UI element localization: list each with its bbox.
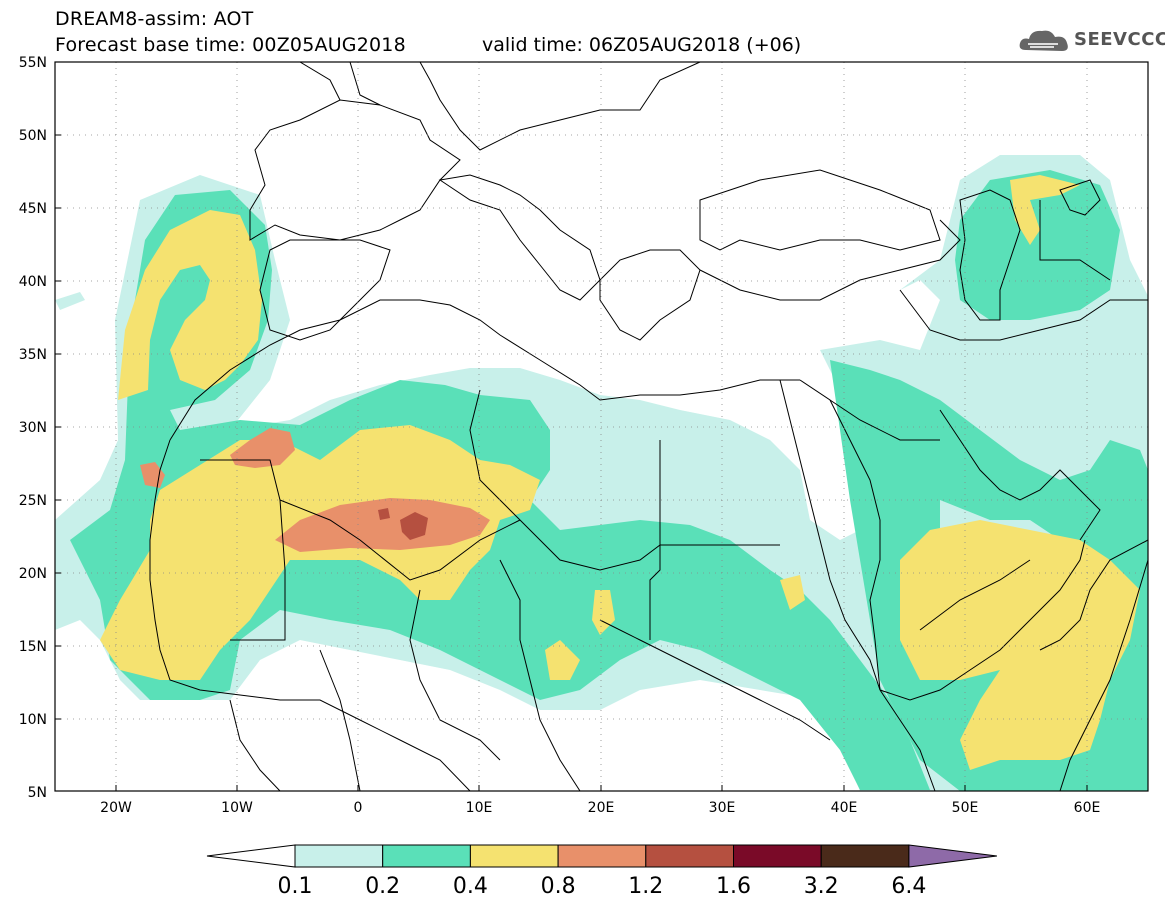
lat-labels: 55N 50N 45N 40N 35N 30N 25N 20N 15N 10N … [19, 55, 47, 801]
colorbar-segment [469, 844, 559, 868]
lon-label: 60E [1074, 800, 1101, 816]
aot-field [55, 155, 1148, 791]
valid-time: valid time: 06Z05AUG2018 (+06) [482, 34, 802, 56]
colorbar-label: 3.2 [804, 874, 839, 899]
tick-marks [55, 134, 1088, 791]
lon-label: 20E [588, 800, 615, 816]
lat-label: 30N [19, 420, 47, 436]
colorbar-label: 0.1 [278, 874, 313, 899]
colorbar-label: 1.6 [716, 874, 751, 899]
forecast-base-time: Forecast base time: 00Z05AUG2018 [55, 34, 406, 56]
lat-label: 35N [19, 347, 47, 363]
lon-label: 40E [831, 800, 858, 816]
colorbar-label: 1.2 [628, 874, 663, 899]
colorbar-segment [733, 844, 822, 868]
lon-label: 20W [100, 800, 132, 816]
colorbar-segment [557, 844, 647, 868]
lat-label: 50N [19, 128, 47, 144]
colorbar-segment [645, 844, 734, 868]
gridlines [55, 62, 1148, 791]
map-title: DREAM8-assim: AOT [55, 8, 254, 30]
cloud-icon [1019, 30, 1068, 51]
colorbar-label: 0.4 [453, 874, 488, 899]
lat-label: 20N [19, 566, 47, 582]
lat-label: 15N [19, 639, 47, 655]
lon-label: 50E [952, 800, 979, 816]
colorbar: 0.1 0.2 0.4 0.8 1.2 1.6 3.2 6.4 [206, 844, 997, 899]
coastlines [149, 62, 1148, 791]
lat-label: 40N [19, 274, 47, 290]
lat-label: 10N [19, 712, 47, 728]
seevccc-logo: SEEVCCC [1018, 26, 1165, 56]
colorbar-segment [820, 844, 910, 868]
lon-label: 30E [709, 800, 736, 816]
lon-label: 10E [466, 800, 493, 816]
lat-label: 45N [19, 201, 47, 217]
logo-text: SEEVCCC [1074, 29, 1165, 50]
lon-label: 0 [354, 800, 363, 816]
aot-band-1.2 [378, 508, 428, 540]
colorbar-under-triangle [206, 844, 296, 868]
lat-label: 55N [19, 55, 47, 71]
aot-band-0.8 [140, 428, 490, 552]
lat-label: 5N [28, 785, 47, 801]
colorbar-label: 6.4 [891, 874, 926, 899]
colorbar-label: 0.8 [541, 874, 576, 899]
lon-label: 10W [221, 800, 253, 816]
colorbar-segment [294, 844, 384, 868]
colorbar-over-triangle [908, 844, 997, 868]
lat-label: 25N [19, 493, 47, 509]
aot-band-0.4 [100, 175, 1140, 770]
colorbar-label: 0.2 [365, 874, 400, 899]
lon-labels: 20W 10W 0 10E 20E 30E 40E 50E 60E [100, 800, 1100, 816]
colorbar-segment [382, 844, 471, 868]
